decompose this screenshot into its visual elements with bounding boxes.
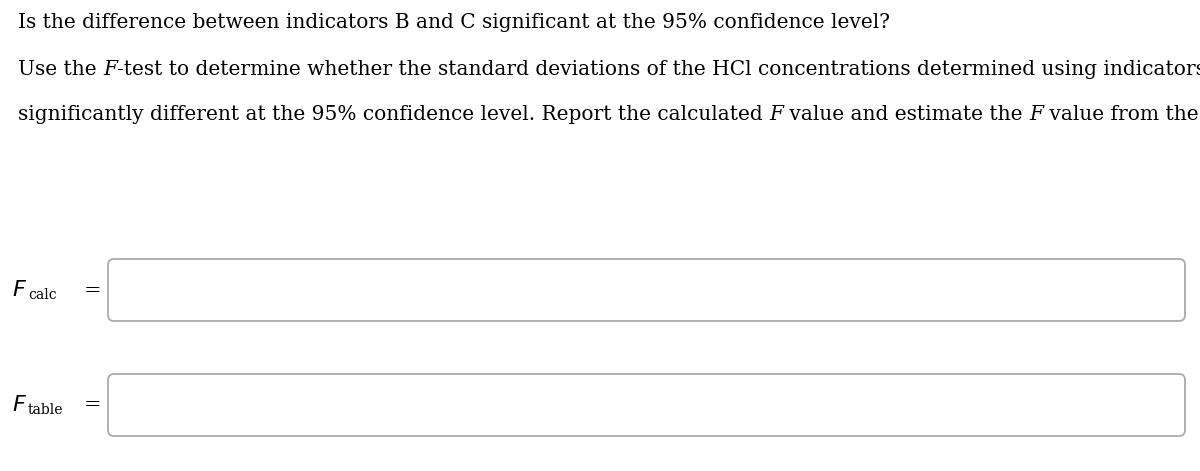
Text: value from the: value from the — [1043, 105, 1200, 124]
Text: $\mathit{F}$: $\mathit{F}$ — [12, 394, 28, 416]
Text: table: table — [28, 403, 64, 417]
Text: -test to determine whether the standard deviations of the HCl concentrations det: -test to determine whether the standard … — [118, 60, 1200, 79]
Text: =: = — [84, 281, 102, 300]
Text: calc: calc — [28, 288, 56, 302]
Text: value and estimate the: value and estimate the — [784, 105, 1030, 124]
Text: F: F — [1030, 105, 1043, 124]
Text: =: = — [84, 396, 102, 414]
Text: Is the difference between indicators B and C significant at the 95% confidence l: Is the difference between indicators B a… — [18, 13, 890, 32]
Text: F: F — [769, 105, 784, 124]
Text: $\mathit{F}$: $\mathit{F}$ — [12, 279, 28, 301]
FancyBboxPatch shape — [108, 259, 1186, 321]
Text: Use the: Use the — [18, 60, 103, 79]
Text: significantly different at the 95% confidence level. Report the calculated: significantly different at the 95% confi… — [18, 105, 769, 124]
Text: F: F — [103, 60, 118, 79]
FancyBboxPatch shape — [108, 374, 1186, 436]
